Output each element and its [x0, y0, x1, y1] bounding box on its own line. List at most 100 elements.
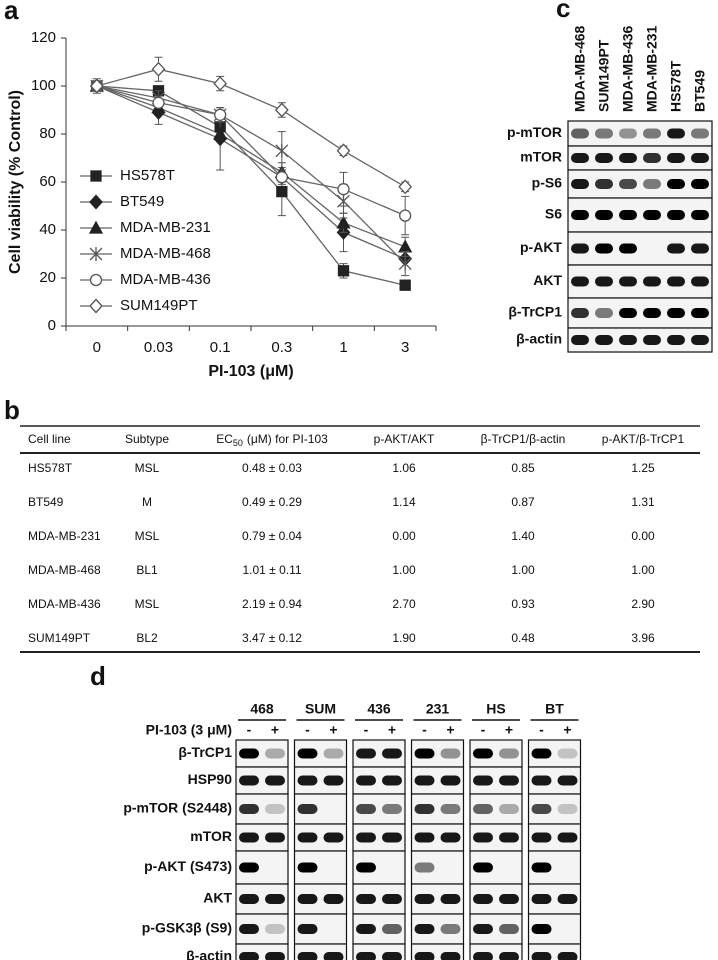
band [531, 862, 552, 873]
band [619, 276, 637, 287]
legend-marker [89, 298, 103, 314]
band [265, 952, 285, 960]
band [571, 276, 589, 287]
band [595, 128, 613, 139]
band [643, 128, 661, 139]
table-cell: MDA-MB-231 [28, 529, 101, 543]
band [382, 748, 402, 759]
band [440, 804, 461, 814]
header-part: EC [216, 432, 233, 446]
band [440, 775, 461, 786]
marker [336, 143, 351, 159]
band [414, 832, 435, 843]
band [571, 153, 589, 163]
band [619, 128, 637, 139]
table-cell: 1.00 [392, 563, 416, 577]
band [323, 952, 344, 960]
table-header: EC50 (μM) for PI-103 [216, 432, 328, 448]
blot-frame [567, 120, 713, 147]
band [297, 862, 318, 873]
band [499, 775, 519, 786]
table-cell: MSL [135, 461, 160, 475]
band [382, 804, 402, 814]
band [595, 153, 613, 163]
panel-label: d [90, 661, 106, 691]
band [691, 128, 709, 139]
treatment-sign: - [481, 722, 486, 738]
band [265, 804, 285, 814]
band [239, 775, 259, 786]
table-cell: MDA-MB-468 [28, 563, 101, 577]
table-header: Subtype [125, 432, 169, 446]
band [356, 748, 376, 759]
band [356, 862, 376, 873]
band [323, 832, 344, 843]
table-cell: M [142, 495, 152, 509]
legend-label: MDA-MB-436 [120, 271, 211, 288]
band [691, 308, 709, 318]
row-label: β-TrCP1 [178, 744, 232, 760]
blot-frame [567, 231, 713, 266]
series-line [96, 68, 406, 188]
header-subscript: 50 [233, 438, 243, 448]
band [571, 128, 589, 139]
band [499, 952, 519, 960]
x-axis-title: PI-103 (μM) [208, 363, 293, 380]
row-label: p-mTOR (S2448) [123, 800, 232, 816]
band [531, 952, 552, 960]
table-cell: 0.00 [392, 529, 416, 543]
band [571, 179, 589, 189]
marker [399, 209, 412, 222]
row-label: p-S6 [532, 175, 563, 191]
table-cell: 0.79 ± 0.04 [242, 529, 302, 543]
band [499, 924, 519, 934]
band [323, 748, 344, 759]
band [595, 276, 613, 287]
band [356, 894, 376, 904]
row-label: p-mTOR [507, 124, 562, 140]
blot-frame [567, 297, 713, 329]
band [557, 775, 578, 786]
legend-marker [88, 220, 104, 234]
panel-label: a [4, 0, 19, 25]
marker [398, 256, 412, 271]
y-tick-label: 120 [31, 29, 56, 46]
band [473, 775, 493, 786]
table-cell: BT549 [28, 495, 64, 509]
band [643, 335, 661, 345]
table-header: β-TrCP1/β-actin [481, 432, 566, 446]
legend-label: MDA-MB-231 [120, 219, 211, 236]
band [667, 243, 685, 254]
band [414, 924, 435, 934]
table-cell: 0.93 [511, 597, 535, 611]
marker [398, 179, 413, 195]
row-label: p-GSK3β (S9) [142, 920, 232, 936]
band [691, 276, 709, 287]
group-label: HS [486, 701, 505, 717]
band [667, 210, 685, 220]
band [440, 952, 461, 960]
band [499, 832, 519, 843]
band [595, 210, 613, 220]
legend-label: HS578T [120, 167, 175, 184]
blot-frame [293, 739, 348, 768]
band [473, 952, 493, 960]
blot-frame [567, 197, 713, 233]
legend-label: SUM149PT [120, 297, 198, 314]
panel-label: c [556, 0, 570, 23]
treatment-sign: + [505, 722, 513, 738]
treatment-sign: + [329, 722, 337, 738]
band [473, 748, 493, 759]
band [414, 804, 435, 814]
table-cell: 2.19 ± 0.94 [242, 597, 302, 611]
band [531, 894, 552, 904]
marker [151, 61, 166, 77]
band [691, 243, 709, 254]
marker [152, 96, 165, 109]
band [643, 179, 661, 189]
table-cell: 1.00 [631, 563, 655, 577]
table-cell: 0.48 ± 0.03 [242, 461, 302, 475]
table-cell: 0.48 [511, 631, 535, 645]
band [356, 924, 376, 934]
